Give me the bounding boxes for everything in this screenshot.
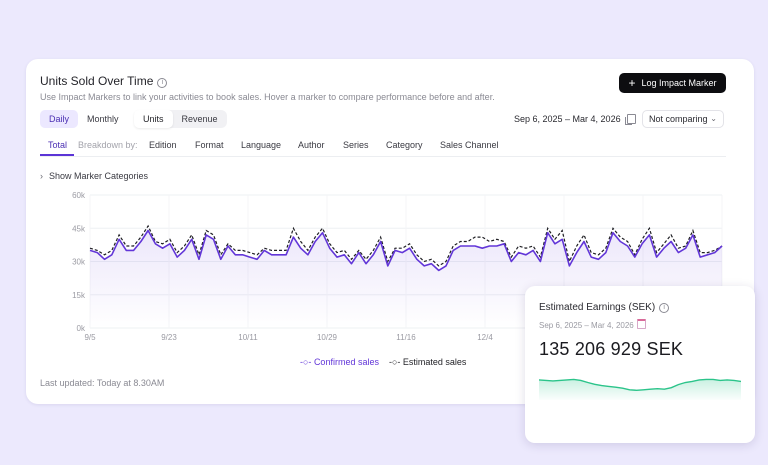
chart-legend: -○- Confirmed sales -○- Estimated sales xyxy=(300,357,466,367)
tab-category[interactable]: Category xyxy=(386,140,423,150)
legend-confirmed-sales[interactable]: -○- Confirmed sales xyxy=(300,357,379,367)
earnings-value: 135 206 929 SEK xyxy=(539,339,684,359)
granularity-toggle: Daily Monthly xyxy=(40,110,128,128)
tab-format[interactable]: Format xyxy=(195,140,224,150)
x-tick-label: 12/4 xyxy=(477,333,493,342)
metric-revenue[interactable]: Revenue xyxy=(181,114,218,124)
tab-language[interactable]: Language xyxy=(241,140,282,150)
tab-series[interactable]: Series xyxy=(343,140,369,150)
legend-estimated-label: Estimated sales xyxy=(402,357,467,367)
earnings-date-row: Sep 6, 2025 – Mar 4, 2026 xyxy=(539,319,646,330)
y-tick-label: 60k xyxy=(72,191,86,200)
tab-edition[interactable]: Edition xyxy=(149,140,177,150)
granularity-monthly[interactable]: Monthly xyxy=(87,114,119,124)
date-range[interactable]: Sep 6, 2025 – Mar 4, 2026 xyxy=(514,114,621,124)
legend-estimated-sales[interactable]: -○- Estimated sales xyxy=(388,357,467,367)
breakdown-tabs: Total Breakdown by: Edition Format Langu… xyxy=(40,140,726,157)
chart-title-row: Units Sold Over Time i xyxy=(40,74,168,88)
estimated-sales-line xyxy=(89,224,723,267)
chevron-right-icon: › xyxy=(40,171,43,181)
copy-icon[interactable] xyxy=(625,114,636,125)
tab-total[interactable]: Total xyxy=(48,140,68,150)
breakdown-label: Breakdown by: xyxy=(78,140,138,150)
y-tick-label: 30k xyxy=(72,258,86,267)
x-tick-label: 10/29 xyxy=(317,333,338,342)
earnings-title: Estimated Earnings (SEK) xyxy=(539,302,656,313)
confirmed-sales-line xyxy=(89,229,723,272)
calendar-icon xyxy=(636,319,646,329)
units-sold-card: Units Sold Over Time i Use Impact Markers… xyxy=(26,59,754,404)
estimated-earnings-card: Estimated Earnings (SEK) i Sep 6, 2025 – … xyxy=(525,286,755,443)
tab-sales-channel[interactable]: Sales Channel xyxy=(440,140,499,150)
x-tick-label: 10/11 xyxy=(238,333,258,342)
earnings-title-row: Estimated Earnings (SEK) i xyxy=(539,302,670,313)
x-tick-label: 11/16 xyxy=(396,333,416,342)
compare-select[interactable]: Not comparing ⌄ xyxy=(642,110,724,128)
legend-confirmed-label: Confirmed sales xyxy=(313,357,379,367)
tab-author[interactable]: Author xyxy=(298,140,325,150)
earnings-sparkline xyxy=(539,378,741,400)
earnings-date-range: Sep 6, 2025 – Mar 4, 2026 xyxy=(539,321,634,330)
show-marker-categories-label: Show Marker Categories xyxy=(49,171,149,181)
chevron-down-icon: ⌄ xyxy=(710,114,717,123)
plus-icon: + xyxy=(628,76,636,90)
last-updated: Last updated: Today at 8.30AM xyxy=(40,378,165,388)
log-impact-marker-button[interactable]: + Log Impact Marker xyxy=(619,73,726,93)
y-tick-label: 45k xyxy=(72,224,86,233)
tab-active-underline xyxy=(40,154,74,156)
metric-units[interactable]: Units xyxy=(134,110,173,128)
y-tick-label: 0k xyxy=(77,324,86,333)
x-tick-label: 9/5 xyxy=(84,333,96,342)
chart-subtitle: Use Impact Markers to link your activiti… xyxy=(40,92,495,102)
log-impact-marker-label: Log Impact Marker xyxy=(641,78,717,88)
chart-title: Units Sold Over Time xyxy=(40,74,154,88)
metric-toggle: Units Revenue xyxy=(134,110,227,128)
y-tick-label: 15k xyxy=(72,291,86,300)
info-icon[interactable]: i xyxy=(157,78,168,88)
show-marker-categories[interactable]: › Show Marker Categories xyxy=(40,171,148,181)
granularity-daily[interactable]: Daily xyxy=(40,110,79,128)
sparkline-line xyxy=(539,378,741,392)
compare-select-value: Not comparing xyxy=(649,114,708,124)
x-tick-label: 9/23 xyxy=(161,333,177,342)
info-icon[interactable]: i xyxy=(659,303,670,313)
sparkline-area xyxy=(539,379,741,400)
